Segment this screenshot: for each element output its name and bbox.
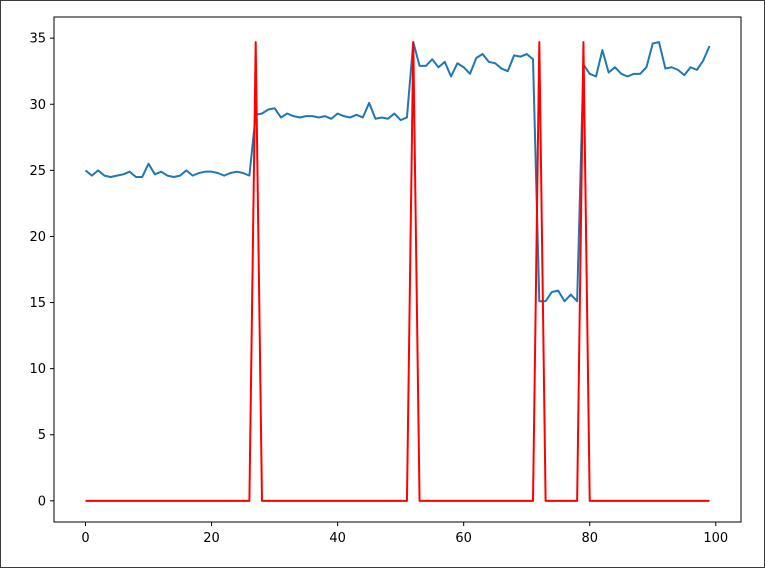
series-group (84, 41, 711, 502)
y-tick-label: 15 (29, 296, 46, 311)
plot-area-frame (53, 16, 742, 523)
x-tick-label: 60 (455, 531, 472, 546)
x-tick-label: 40 (329, 531, 346, 546)
axis-ticks: 0 20 40 60 80 100 0 5 10 15 20 25 30 35 (29, 32, 728, 546)
y-tick-label: 20 (29, 230, 46, 245)
y-tick-label: 5 (38, 428, 46, 443)
y-tick-label: 35 (29, 32, 46, 47)
y-tick-label: 0 (38, 494, 46, 509)
x-tick-label: 80 (581, 531, 598, 546)
series-line-1 (84, 41, 711, 303)
x-tick-label: 0 (81, 531, 89, 546)
x-tick-label: 100 (703, 531, 728, 546)
y-tick-label: 10 (29, 362, 46, 377)
x-tick-label: 20 (203, 531, 220, 546)
y-tick-label: 30 (29, 98, 46, 113)
series-line-2 (85, 41, 710, 502)
y-tick-label: 25 (29, 164, 46, 179)
